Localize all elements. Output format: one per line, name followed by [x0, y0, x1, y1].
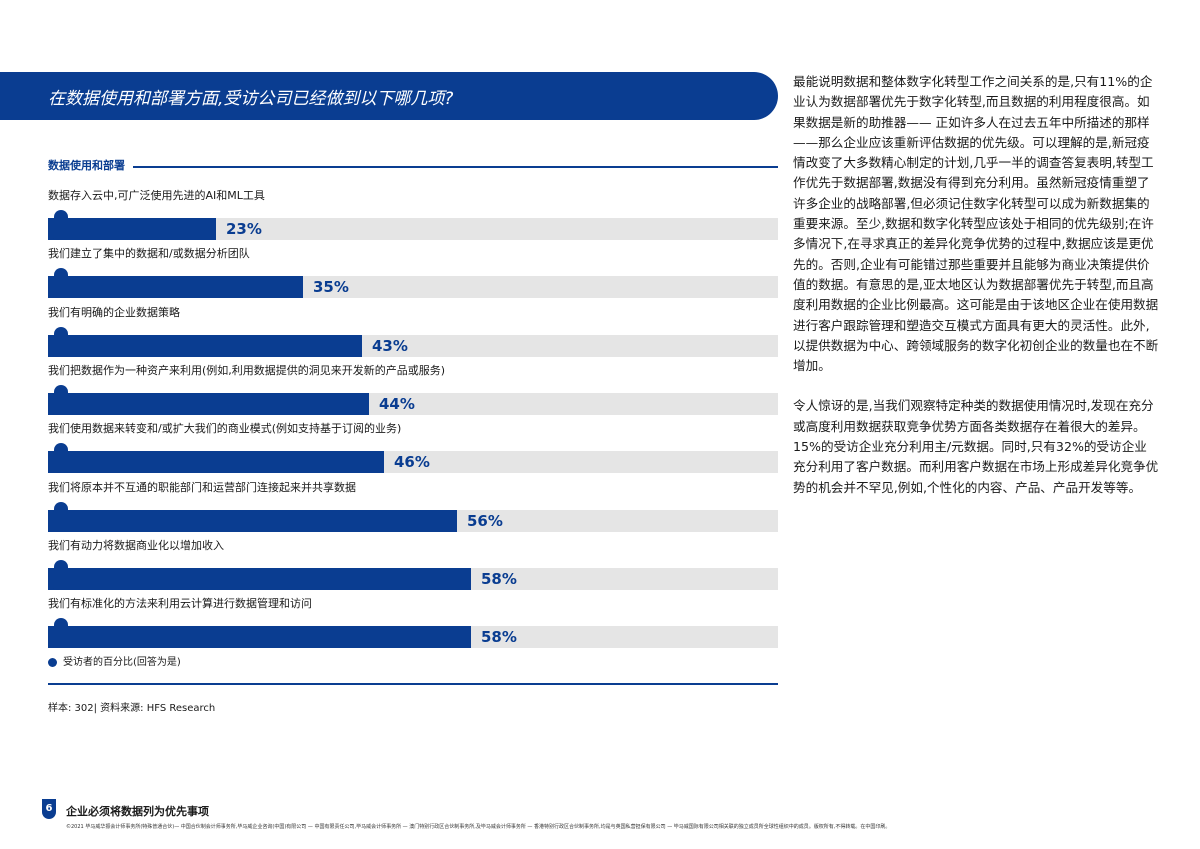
- bar-end-cap: [48, 218, 70, 240]
- data-label: 58%: [481, 628, 517, 647]
- category-label: 我们把数据作为一种资产来利用(例如,利用数据提供的洞见来开发新的产品或服务): [48, 363, 446, 377]
- bar: [48, 567, 471, 590]
- chart-row: 我们有标准化的方法来利用云计算进行数据管理和访问 58%: [48, 596, 778, 654]
- data-label: 43%: [372, 336, 408, 355]
- bar: [48, 218, 216, 240]
- bar-end-cap: [48, 276, 70, 299]
- data-label: 44%: [379, 394, 415, 413]
- data-label: 58%: [481, 569, 517, 588]
- legend-label: 受访者的百分比(回答为是): [63, 657, 181, 668]
- category-label: 我们建立了集中的数据和/或数据分析团队: [48, 247, 250, 261]
- bar: [48, 392, 369, 415]
- body-text: 最能说明数据和整体数字化转型工作之间关系的是,只有11%的企业认为数据部署优先于…: [793, 72, 1159, 518]
- legal-notice: ©2021 毕马威华振会计师事务所(特殊普通合伙)— 中国合伙制会计师事务所,毕…: [66, 824, 891, 830]
- bar-end-cap: [48, 334, 70, 357]
- category-label: 我们使用数据来转变和/或扩大我们的商业模式(例如支持基于订阅的业务): [48, 422, 402, 436]
- category-label: 我们将原本并不互通的职能部门和运营部门连接起来并共享数据: [48, 480, 356, 494]
- bar-tab-marker: [54, 326, 68, 339]
- category-label: 我们有动力将数据商业化以增加收入: [48, 538, 224, 552]
- section-divider: [48, 166, 778, 168]
- chart-row: 我们建立了集中的数据和/或数据分析团队 35%: [48, 246, 778, 304]
- body-paragraph-2: 令人惊讶的是,当我们观察特定种类的数据使用情况时,发现在充分或高度利用数据获取竞…: [793, 398, 1159, 495]
- body-paragraph-1: 最能说明数据和整体数字化转型工作之间关系的是,只有11%的企业认为数据部署优先于…: [793, 74, 1159, 374]
- bar-chart: 数据存入云中,可广泛使用先进的AI和ML工具 23% 我们建立了集中的数据和/或数据…: [48, 188, 778, 658]
- chart-row: 我们有动力将数据商业化以增加收入 58%: [48, 538, 778, 596]
- bar: [48, 509, 457, 532]
- category-label: 我们有标准化的方法来利用云计算进行数据管理和访问: [48, 597, 312, 611]
- chart-row: 我们把数据作为一种资产来利用(例如,利用数据提供的洞见来开发新的产品或服务) 44…: [48, 363, 778, 421]
- bar-end-cap: [48, 451, 70, 474]
- data-label: 23%: [226, 220, 262, 238]
- data-label: 56%: [467, 511, 503, 530]
- bar-tab-marker: [54, 618, 68, 631]
- bar-end-cap: [48, 567, 70, 590]
- data-label: 46%: [394, 453, 430, 472]
- page-number: 6: [42, 799, 56, 819]
- chart-row: 我们使用数据来转变和/或扩大我们的商业模式(例如支持基于订阅的业务) 46%: [48, 421, 778, 479]
- chart-row: 我们将原本并不互通的职能部门和运营部门连接起来并共享数据 56%: [48, 480, 778, 538]
- bar-track: [48, 218, 778, 240]
- category-label: 数据存入云中,可广泛使用先进的AI和ML工具: [48, 189, 265, 202]
- banner-title: 在数据使用和部署方面,受访公司已经做到以下哪几项?: [48, 89, 454, 109]
- footer-title: 企业必须将数据列为优先事项: [66, 805, 209, 818]
- chart-legend: 受访者的百分比(回答为是): [48, 656, 181, 670]
- bar-tab-marker: [54, 443, 68, 456]
- category-label: 我们有明确的企业数据策略: [48, 305, 180, 319]
- section-header: 数据使用和部署: [48, 158, 778, 174]
- bar: [48, 626, 471, 649]
- data-label: 35%: [313, 278, 349, 297]
- bar-end-cap: [48, 509, 70, 532]
- bar-end-cap: [48, 392, 70, 415]
- bar-tab-marker: [54, 559, 68, 572]
- chart-row: 数据存入云中,可广泛使用先进的AI和ML工具 23%: [48, 188, 778, 246]
- chart-row: 我们有明确的企业数据策略 43%: [48, 305, 778, 363]
- bar-end-cap: [48, 626, 70, 649]
- bottom-divider: [48, 683, 778, 685]
- bar-tab-marker: [54, 384, 68, 397]
- bar-tab-marker: [54, 210, 68, 222]
- source-note: 样本: 302| 资料来源: HFS Research: [48, 703, 216, 714]
- question-banner: 在数据使用和部署方面,受访公司已经做到以下哪几项?: [0, 72, 778, 120]
- bar-tab-marker: [54, 501, 68, 514]
- legend-dot-icon: [48, 657, 57, 667]
- bar: [48, 451, 384, 474]
- section-title: 数据使用和部署: [48, 158, 133, 174]
- bar: [48, 334, 362, 357]
- bar: [48, 276, 303, 299]
- bar-tab-marker: [54, 268, 68, 281]
